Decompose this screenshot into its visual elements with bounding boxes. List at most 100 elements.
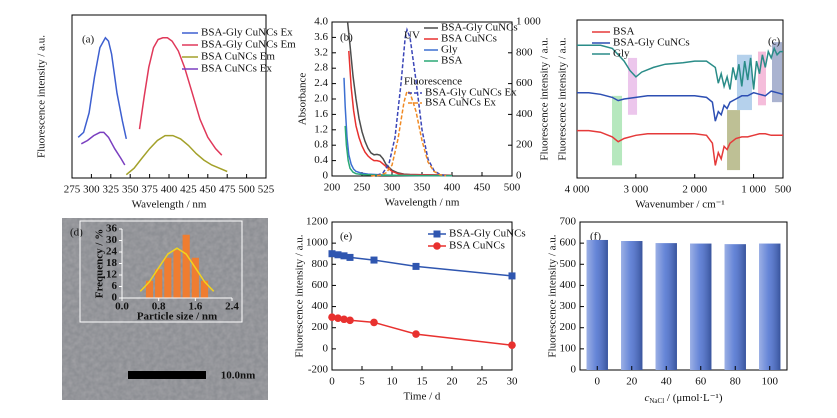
data-point	[328, 250, 336, 258]
series-line	[577, 129, 783, 166]
y-tick-label: 600	[312, 279, 329, 291]
legend-marker	[433, 242, 441, 250]
histogram-bar	[145, 280, 154, 298]
panel-label: (d)	[70, 227, 83, 239]
y-tick-label: 1000	[306, 237, 329, 249]
data-point	[346, 253, 354, 261]
bar-shine	[759, 243, 781, 370]
y-tick-label: 300	[560, 300, 577, 312]
y-tick-label: 0	[112, 292, 118, 304]
x-tick-label: 1 000	[741, 184, 766, 196]
x-tick-label: 325	[103, 184, 120, 196]
legend-label: BSA-Gly CuNCs Ex	[425, 87, 517, 99]
data-point	[508, 341, 516, 349]
series-line	[577, 44, 783, 90]
x-tick-label: 475	[219, 184, 236, 196]
histogram-bar	[200, 280, 209, 298]
histogram-bar	[155, 269, 163, 298]
panel-label: (b)	[340, 32, 353, 44]
x-tick-label: 5	[359, 376, 365, 388]
tem-texture	[62, 218, 268, 400]
legend-marker	[433, 230, 441, 238]
y2-tick-label: 0	[516, 170, 522, 182]
highlight-band	[612, 95, 623, 166]
y-tick-label: 1.6	[314, 108, 328, 120]
series-line	[348, 50, 453, 176]
y-tick-label: 0.8	[314, 139, 328, 151]
scale-label: 10.0nm	[221, 370, 256, 382]
y-tick-label: 1.2	[314, 123, 328, 135]
x-tick-label: 500	[775, 184, 792, 196]
plot-frame	[579, 221, 788, 371]
bar-shine	[586, 239, 608, 370]
bar-shine	[690, 243, 712, 370]
series-line	[370, 27, 447, 177]
panel-label: (a)	[82, 34, 95, 46]
y-tick-label: 0	[323, 342, 329, 354]
x-tick-label: 0	[595, 376, 601, 388]
legend-label: BSA-Gly CuNCs Ex	[201, 27, 293, 39]
bar-shine	[655, 243, 677, 370]
y-axis-label: Absorbance	[297, 73, 309, 126]
data-point	[334, 251, 342, 259]
x-tick-label: 0.0	[115, 301, 129, 313]
legend-label: BSA CuNCs Ex	[425, 97, 496, 109]
x-tick-label: 60	[695, 376, 707, 388]
x-tick-label: 0	[329, 376, 335, 388]
y-tick-label: 3.6	[314, 31, 328, 43]
y-tick-label: 2.0	[314, 93, 328, 105]
y-tick-label: 3.2	[314, 46, 328, 58]
y-tick-label: 0	[323, 170, 329, 182]
bar-shine	[621, 241, 643, 370]
series-line	[577, 90, 784, 122]
histogram-bar	[191, 257, 199, 298]
legend-label: BSA-Gly CuNCs	[613, 37, 690, 49]
data-point	[412, 330, 420, 338]
x-tick-label: 375	[141, 184, 158, 196]
y-tick-label: 200	[560, 321, 577, 333]
y-tick-label: 6	[112, 280, 118, 292]
inset-frame	[79, 220, 243, 323]
x-axis-label: Wavelength / nm	[385, 197, 460, 209]
bar-shine	[724, 244, 746, 370]
data-point	[508, 272, 516, 280]
y-tick-label: 24	[106, 246, 118, 258]
y-tick-label: 36	[106, 223, 118, 235]
x-tick-label: 25	[477, 376, 489, 388]
legend-group: UV	[404, 30, 420, 42]
highlight-band	[627, 57, 638, 115]
panel-label: (f)	[590, 231, 601, 243]
y2-axis-label: Fluorescence intensity / a.u.	[539, 37, 551, 160]
y-tick-label: 600	[560, 237, 577, 249]
x-tick-label: 525	[258, 184, 275, 196]
x-axis-label: Time / d	[404, 391, 441, 403]
x-tick-label: 450	[474, 182, 491, 194]
y-tick-label: 700	[560, 216, 577, 228]
legend-label: Gly	[613, 48, 630, 60]
x-tick-label: 300	[83, 184, 100, 196]
fit-curve	[139, 247, 215, 292]
histogram-bar	[173, 250, 181, 298]
legend-group: Fluorescence	[404, 76, 462, 88]
x-tick-label: 3 000	[623, 184, 648, 196]
y-tick-label: 18	[106, 257, 118, 269]
y-axis-label: Fluorescence intensity / a.u.	[36, 35, 48, 158]
x-tick-label: 40	[661, 376, 673, 388]
x-tick-label: 15	[417, 376, 429, 388]
y2-tick-label: 600	[516, 77, 533, 89]
x-label-subscript: NaCl	[649, 397, 664, 405]
y-tick-label: 400	[560, 279, 577, 291]
x-axis-label: Particle size / nm	[137, 311, 217, 323]
histogram-bar	[182, 234, 190, 298]
data-point	[334, 314, 342, 323]
legend-label: BSA-Gly CuNCs Em	[201, 39, 296, 51]
x-label-unit: / (μmol·L⁻¹)	[664, 392, 723, 404]
x-tick-label: 425	[180, 184, 197, 196]
x-tick-label: 450	[200, 184, 217, 196]
scale-bar	[128, 371, 206, 379]
legend-label: BSA	[613, 26, 634, 38]
y-tick-label: 1200	[306, 216, 329, 228]
x-tick-label: 500	[238, 184, 255, 196]
y-axis-label: Fluorescence intensity / a.u.	[294, 234, 306, 357]
